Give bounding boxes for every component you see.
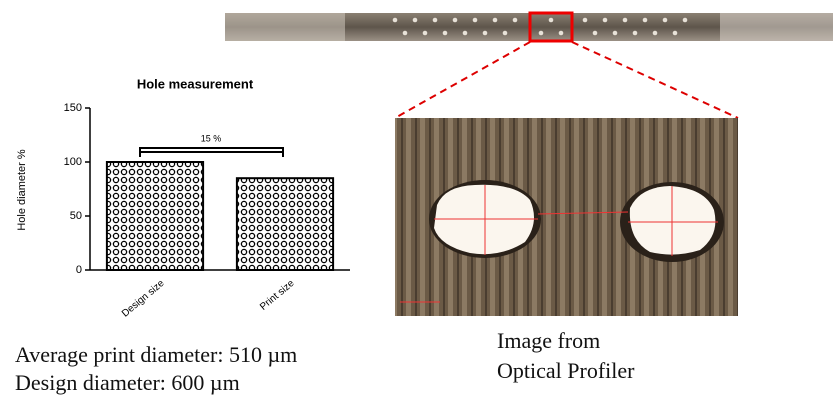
y-tick-label: 0 [76,264,82,276]
micrograph [395,118,738,316]
bracket [140,148,283,157]
bar [237,178,333,270]
chart-title: Hole measurement [137,76,254,91]
zoom-line [572,42,738,118]
zoom-line [395,42,530,118]
y-tick-label: 50 [70,210,82,222]
figure: Hole measurement Hole diameter % 15 % Av… [0,0,833,403]
x-tick-label: Print size [258,278,297,313]
caption: Optical Profiler [497,358,635,383]
bar [107,162,203,270]
annotation: 15 % [201,133,222,143]
strip-photo [225,13,833,41]
y-tick-label: 100 [64,156,82,168]
x-tick-label: Design size [120,278,167,320]
y-tick-label: 150 [64,102,82,114]
y-axis-label: Hole diameter % [16,149,28,231]
caption: Design diameter: 600 µm [15,370,240,395]
caption: Image from [497,328,600,353]
caption: Average print diameter: 510 µm [15,342,297,367]
